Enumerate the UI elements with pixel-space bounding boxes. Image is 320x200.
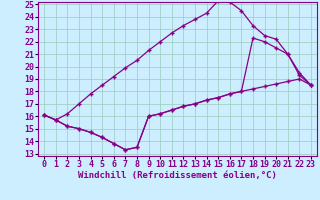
X-axis label: Windchill (Refroidissement éolien,°C): Windchill (Refroidissement éolien,°C) xyxy=(78,171,277,180)
